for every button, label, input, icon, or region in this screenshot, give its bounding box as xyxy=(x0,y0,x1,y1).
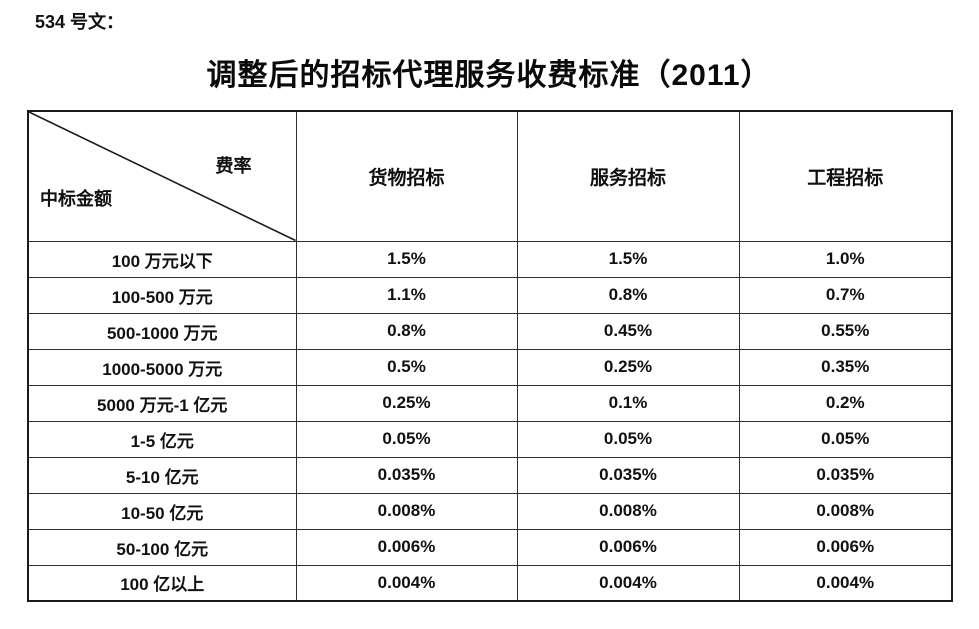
goods-rate-cell: 0.004% xyxy=(295,564,518,602)
table-row: 1000-5000 万元 0.5% 0.25% 0.35% xyxy=(27,348,953,386)
goods-rate-cell: 0.25% xyxy=(295,384,518,422)
engineering-rate-cell: 0.35% xyxy=(738,348,953,386)
amount-cell: 50-100 亿元 xyxy=(27,528,297,566)
table-row: 10-50 亿元 0.008% 0.008% 0.008% xyxy=(27,492,953,530)
engineering-rate-cell: 0.55% xyxy=(738,312,953,350)
column-header-services: 服务招标 xyxy=(516,110,740,242)
amount-cell: 100 亿以上 xyxy=(27,564,297,602)
table-row: 100-500 万元 1.1% 0.8% 0.7% xyxy=(27,276,953,314)
amount-cell: 100-500 万元 xyxy=(27,276,297,314)
table-row: 5000 万元-1 亿元 0.25% 0.1% 0.2% xyxy=(27,384,953,422)
engineering-rate-cell: 0.006% xyxy=(738,528,953,566)
goods-rate-cell: 1.5% xyxy=(295,240,518,278)
services-rate-cell: 0.05% xyxy=(516,420,740,458)
services-rate-cell: 0.004% xyxy=(516,564,740,602)
corner-label-amount: 中标金额 xyxy=(40,188,112,209)
fee-standard-table: 费率 中标金额 货物招标 服务招标 工程招标 100 万元以下 1.5% 1.5… xyxy=(27,110,953,602)
table-row: 1-5 亿元 0.05% 0.05% 0.05% xyxy=(27,420,953,458)
table-row: 500-1000 万元 0.8% 0.45% 0.55% xyxy=(27,312,953,350)
services-rate-cell: 0.45% xyxy=(516,312,740,350)
amount-cell: 10-50 亿元 xyxy=(27,492,297,530)
goods-rate-cell: 1.1% xyxy=(295,276,518,314)
amount-cell: 100 万元以下 xyxy=(27,240,297,278)
amount-cell: 500-1000 万元 xyxy=(27,312,297,350)
services-rate-cell: 0.8% xyxy=(516,276,740,314)
table-row: 50-100 亿元 0.006% 0.006% 0.006% xyxy=(27,528,953,566)
engineering-rate-cell: 0.004% xyxy=(738,564,953,602)
column-header-goods: 货物招标 xyxy=(295,110,518,242)
column-header-engineering: 工程招标 xyxy=(738,110,953,242)
services-rate-cell: 0.006% xyxy=(516,528,740,566)
services-rate-cell: 0.1% xyxy=(516,384,740,422)
amount-cell: 1-5 亿元 xyxy=(27,420,297,458)
corner-label-rate: 费率 xyxy=(215,156,252,176)
table-row: 100 亿以上 0.004% 0.004% 0.004% xyxy=(27,564,953,602)
page-title: 调整后的招标代理服务收费标准（2011） xyxy=(206,59,772,92)
table-row: 100 万元以下 1.5% 1.5% 1.0% xyxy=(27,240,953,278)
goods-rate-cell: 0.8% xyxy=(295,312,518,350)
amount-cell: 5000 万元-1 亿元 xyxy=(27,384,297,422)
diagonal-divider-line xyxy=(29,112,296,241)
engineering-rate-cell: 0.008% xyxy=(738,492,953,530)
engineering-rate-cell: 0.05% xyxy=(738,420,953,458)
services-rate-cell: 0.008% xyxy=(516,492,740,530)
goods-rate-cell: 0.035% xyxy=(295,456,518,494)
amount-cell: 5-10 亿元 xyxy=(27,456,297,494)
services-rate-cell: 1.5% xyxy=(516,240,740,278)
goods-rate-cell: 0.05% xyxy=(295,420,518,458)
goods-rate-cell: 0.5% xyxy=(295,348,518,386)
services-rate-cell: 0.25% xyxy=(516,348,740,386)
table-row: 5-10 亿元 0.035% 0.035% 0.035% xyxy=(27,456,953,494)
engineering-rate-cell: 0.035% xyxy=(738,456,953,494)
amount-cell: 1000-5000 万元 xyxy=(27,348,297,386)
services-rate-cell: 0.035% xyxy=(516,456,740,494)
engineering-rate-cell: 0.7% xyxy=(738,276,953,314)
goods-rate-cell: 0.006% xyxy=(295,528,518,566)
engineering-rate-cell: 0.2% xyxy=(738,384,953,422)
header-row: 费率 中标金额 货物招标 服务招标 工程招标 xyxy=(27,110,953,242)
corner-cell: 费率 中标金额 xyxy=(27,110,297,242)
goods-rate-cell: 0.008% xyxy=(295,492,518,530)
engineering-rate-cell: 1.0% xyxy=(738,240,953,278)
doc-number: 534 号文： xyxy=(35,12,125,32)
